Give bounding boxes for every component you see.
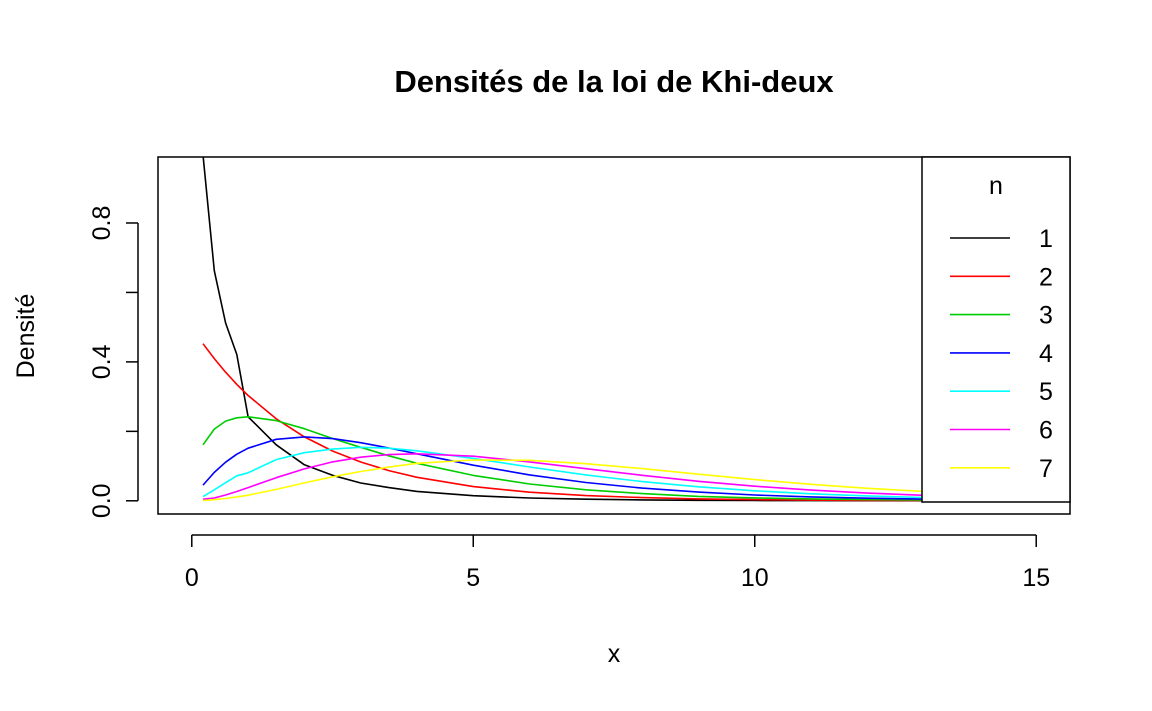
series-line-4: [202, 436, 924, 500]
y-axis: 0.0 0.4 0.8: [88, 206, 139, 518]
legend-label-7: 7: [1039, 455, 1053, 483]
x-tick-label: 5: [466, 564, 480, 592]
legend: n 1 2 3 4 5 6 7: [921, 156, 1071, 503]
series-line-5: [202, 446, 924, 499]
y-tick-label: 0.8: [88, 206, 116, 241]
x-tick-label: 0: [185, 564, 199, 592]
series-line-7: [202, 459, 924, 502]
legend-box: [921, 156, 1071, 503]
legend-label-6: 6: [1039, 417, 1053, 445]
legend-items: 1 2 3 4 5 6 7: [950, 225, 1053, 483]
legend-title: n: [989, 172, 1003, 200]
legend-label-1: 1: [1039, 225, 1053, 253]
chart-title: Densités de la loi de Khi-deux: [394, 64, 834, 99]
legend-label-2: 2: [1039, 263, 1053, 291]
legend-label-4: 4: [1039, 340, 1053, 368]
series-line-2: [202, 343, 924, 502]
y-tick-label: 0.0: [88, 483, 116, 518]
y-tick-label: 0.4: [88, 344, 116, 379]
x-tick-label: 10: [741, 564, 769, 592]
x-axis: 0 5 10 15: [185, 534, 1050, 592]
x-tick-label: 15: [1022, 564, 1050, 592]
series-line-3: [202, 415, 924, 501]
x-axis-label: x: [608, 640, 621, 668]
series-layer: [202, 157, 924, 502]
y-axis-label: Densité: [12, 294, 40, 379]
legend-label-5: 5: [1039, 378, 1053, 406]
legend-label-3: 3: [1039, 302, 1053, 330]
series-line-1: [202, 157, 924, 502]
series-line-6: [202, 452, 924, 500]
